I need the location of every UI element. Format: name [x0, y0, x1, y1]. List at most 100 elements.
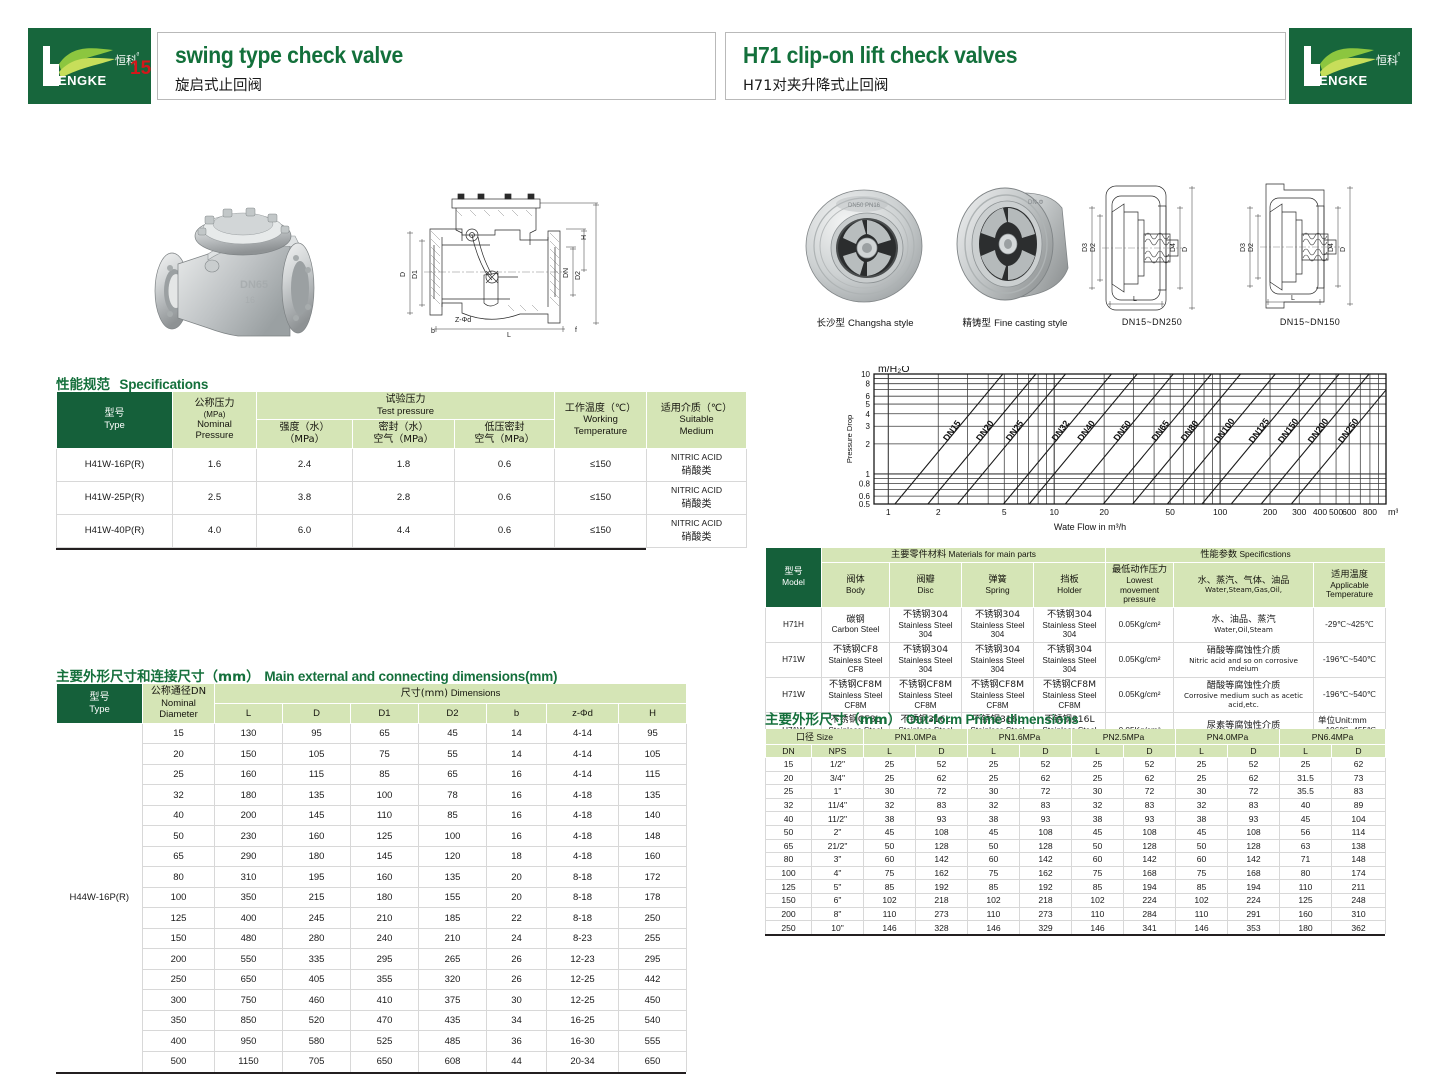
mat-cell-holder: 不锈钢CF8M Stainless Steel CF8M — [1032, 677, 1107, 714]
dim-cell-b: 14 — [486, 743, 547, 765]
out-cell-2: 110 — [863, 907, 916, 922]
svg-text:L: L — [1291, 295, 1295, 302]
mat-cell-model: H71W — [765, 642, 822, 679]
out-cell-11: 174 — [1331, 866, 1386, 881]
out-cell-11: 138 — [1331, 839, 1386, 854]
svg-text:DN100: DN100 — [1212, 416, 1237, 445]
out-cell-4: 38 — [967, 811, 1020, 826]
mat-cell-spring: 不锈钢CF8M Stainless Steel CF8M — [961, 677, 1034, 714]
mat-cell-temperature: -29℃~425℃ — [1313, 607, 1387, 643]
dim-cell-zd: 12-23 — [546, 948, 619, 970]
out-cell-1: 5" — [811, 879, 864, 894]
mat-cell-disc: 不锈钢304 Stainless Steel 304 — [889, 642, 962, 679]
svg-text:DN15: DN15 — [941, 418, 963, 442]
dim-cell-d2: 485 — [418, 1030, 487, 1052]
out-table-bottom-rule — [765, 934, 1385, 936]
dim-cell-l: 290 — [214, 846, 283, 868]
dim-cell-h: 148 — [617, 825, 688, 847]
out-title-cn: 主要外形尺寸（mm） — [765, 712, 902, 728]
dim-header-dimensions: 尺寸(mm) Dimensions — [213, 684, 688, 705]
outform-table-row: 200 8" 110 273 110 273 110 284 110 291 160 310 — [765, 907, 1386, 922]
svg-text:Z-Φd: Z-Φd — [455, 317, 471, 324]
main-dimensions-section-heading: 主要外形尺寸和连接尺寸（mm） Main external and connec… — [56, 665, 557, 685]
out-cell-5: 93 — [1019, 811, 1072, 826]
out-cell-10: 45 — [1279, 811, 1332, 826]
spec-header-seal: 密封（水） 空气（MPa） — [352, 419, 455, 449]
out-cell-8: 32 — [1175, 798, 1228, 813]
spec-cell-lowseal: 0.6 — [453, 448, 556, 482]
outform-table-row: 40 11/2" 38 93 38 93 38 93 38 93 45 104 — [765, 811, 1386, 826]
dim-cell-dn: 200 — [142, 948, 215, 970]
out-cell-10: 160 — [1279, 907, 1332, 922]
svg-text:DN200: DN200 — [1306, 416, 1331, 445]
out-cell-7: 72 — [1123, 784, 1176, 799]
out-cell-9: 291 — [1227, 907, 1280, 922]
out-cell-9: 62 — [1227, 771, 1280, 786]
out-cell-4: 50 — [967, 839, 1020, 854]
out-cell-10: 110 — [1279, 879, 1332, 894]
dim-cell-l: 550 — [214, 948, 283, 970]
out-subheader-10: L — [1279, 744, 1332, 758]
spec-header-suitable-medium: 适用介质（℃） Suitable Medium — [646, 392, 748, 449]
page-title-cn-left: 旋启式止回阀 — [175, 78, 262, 94]
out-cell-10: 71 — [1279, 852, 1332, 867]
svg-text:D4: D4 — [1328, 243, 1335, 252]
dim-cell-dn: 40 — [142, 805, 215, 827]
out-cell-3: 62 — [915, 771, 968, 786]
spec-cell-medium: NITRIC ACID 硝酸类 — [646, 481, 748, 515]
dim-cell-d: 145 — [282, 805, 351, 827]
out-cell-11: 114 — [1331, 825, 1386, 840]
company-logo-right: 恒科 ® ENGKE — [1289, 28, 1412, 104]
out-subheader-2: L — [863, 744, 916, 758]
svg-text:300: 300 — [1292, 507, 1306, 517]
dim-cell-l: 180 — [214, 784, 283, 806]
out-cell-4: 30 — [967, 784, 1020, 799]
mat-cell-medium: 硝酸等腐蚀性介质 Nitric acid and so on corrosive … — [1173, 642, 1315, 679]
dim-cell-h: 140 — [617, 805, 688, 827]
out-cell-7: 52 — [1123, 757, 1176, 772]
outform-dimensions-table: 口径 Size PN1.0MPa PN1.6MPa PN2.5MPa PN4.0MPa P… — [765, 729, 1386, 935]
spec-cell-strength: 3.8 — [256, 481, 353, 515]
out-cell-2: 85 — [863, 879, 916, 894]
title-box-left: swing type check valve 旋启式止回阀 — [157, 32, 716, 100]
out-cell-10: 31.5 — [1279, 771, 1332, 786]
out-cell-11: 73 — [1331, 771, 1386, 786]
spec-cell-strength: 2.4 — [256, 448, 353, 482]
dim-cell-l: 230 — [214, 825, 283, 847]
out-cell-3: 93 — [915, 811, 968, 826]
mat-cell-temperature: -196℃~540℃ — [1313, 677, 1387, 714]
out-cell-3: 273 — [915, 907, 968, 922]
dim-cell-d1: 145 — [350, 846, 419, 868]
dim-cell-b: 18 — [486, 846, 547, 868]
out-cell-9: 194 — [1227, 879, 1280, 894]
spec-table-row: H41W-40P(R) 4.0 6.0 4.4 0.6 ≤150 NITRIC ACID 硝酸… — [56, 514, 748, 548]
svg-text:DN32: DN32 — [1050, 418, 1072, 442]
out-cell-0: 65 — [765, 839, 812, 854]
dim-cell-d2: 65 — [418, 764, 487, 786]
dim-table-row: H44W-16P(R) 15 130 95 65 45 14 4-14 95 — [56, 723, 688, 1072]
out-cell-3: 128 — [915, 839, 968, 854]
company-logo-left: 恒科 ® ENGKE — [28, 28, 151, 104]
out-cell-0: 15 — [765, 757, 812, 772]
out-cell-9: 224 — [1227, 893, 1280, 908]
svg-text:2: 2 — [866, 440, 871, 449]
dim-cell-zd: 8-23 — [546, 928, 619, 950]
svg-text:1: 1 — [866, 470, 871, 479]
out-cell-5: 218 — [1019, 893, 1072, 908]
materials-table-row: H71W 不锈钢CF8M Stainless Steel CF8M 不锈钢CF8M St… — [765, 677, 1387, 714]
outform-table-row: 15 1/2" 25 52 25 52 25 52 25 52 25 62 — [765, 757, 1386, 772]
dim-cell-d2: 100 — [418, 825, 487, 847]
outform-table-row: 20 3/4" 25 62 25 62 25 62 25 62 31.5 73 — [765, 771, 1386, 786]
svg-text:8: 8 — [866, 380, 871, 389]
spec-header-type: 型号 Type — [56, 392, 173, 449]
out-title-en: Out-form Prime dimensions — [905, 712, 1079, 727]
outform-table-row: 25 1" 30 72 30 72 30 72 30 72 35.5 83 — [765, 784, 1386, 799]
dim-cell-b: 16 — [486, 764, 547, 786]
out-cell-0: 200 — [765, 907, 812, 922]
out-cell-1: 8" — [811, 907, 864, 922]
out-header-group-pn64mpa: PN6.4MPa — [1279, 729, 1386, 745]
out-cell-3: 192 — [915, 879, 968, 894]
out-cell-6: 110 — [1071, 907, 1124, 922]
out-cell-1: 11/4" — [811, 798, 864, 813]
out-cell-4: 60 — [967, 852, 1020, 867]
